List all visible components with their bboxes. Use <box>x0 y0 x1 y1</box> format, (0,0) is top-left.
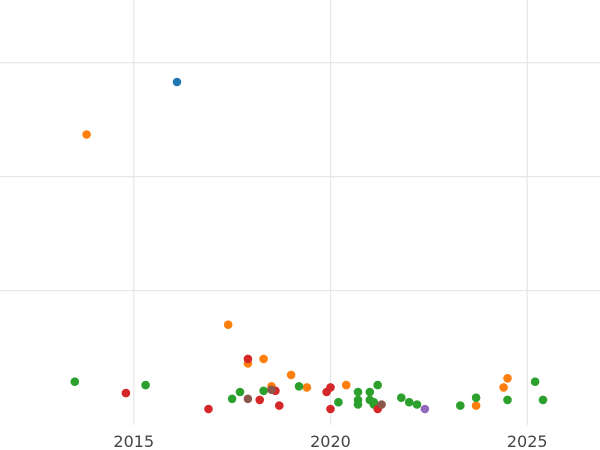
data-points <box>70 77 548 414</box>
data-point <box>373 380 383 390</box>
data-point <box>499 383 508 392</box>
data-point <box>259 386 268 396</box>
data-point <box>82 130 91 139</box>
data-point <box>172 77 182 87</box>
data-point <box>334 397 343 407</box>
data-point <box>121 388 131 398</box>
data-point <box>353 400 363 409</box>
data-point <box>538 395 548 405</box>
data-point <box>377 400 386 409</box>
data-point <box>223 320 233 330</box>
data-point <box>471 393 481 403</box>
data-point <box>243 394 253 404</box>
data-point <box>235 387 245 397</box>
data-point <box>341 380 351 390</box>
x-tick-label: 2025 <box>507 432 548 450</box>
gridlines <box>0 0 600 425</box>
data-point <box>412 400 422 409</box>
data-point <box>404 397 414 407</box>
data-point <box>204 404 213 414</box>
data-point <box>70 377 80 387</box>
data-point <box>141 380 150 390</box>
data-point <box>456 401 465 410</box>
data-point <box>302 383 312 392</box>
data-point <box>227 394 237 404</box>
data-point <box>471 401 481 410</box>
data-point <box>503 395 512 405</box>
data-point <box>530 377 540 387</box>
data-point <box>353 387 363 397</box>
data-point <box>294 382 304 391</box>
data-point <box>259 354 268 364</box>
data-point <box>286 370 296 380</box>
data-point <box>326 404 335 414</box>
data-point <box>503 374 512 383</box>
data-point <box>365 387 375 397</box>
data-point <box>243 354 253 364</box>
data-point <box>397 393 406 403</box>
x-tick-label: 2015 <box>113 432 154 450</box>
data-point <box>255 395 264 405</box>
x-axis-tick-labels: 2015 2020 2025 <box>113 432 547 450</box>
data-point <box>267 385 276 395</box>
data-point <box>420 404 430 414</box>
data-point <box>326 383 335 392</box>
x-tick-label: 2020 <box>310 432 351 450</box>
data-point <box>275 401 284 410</box>
